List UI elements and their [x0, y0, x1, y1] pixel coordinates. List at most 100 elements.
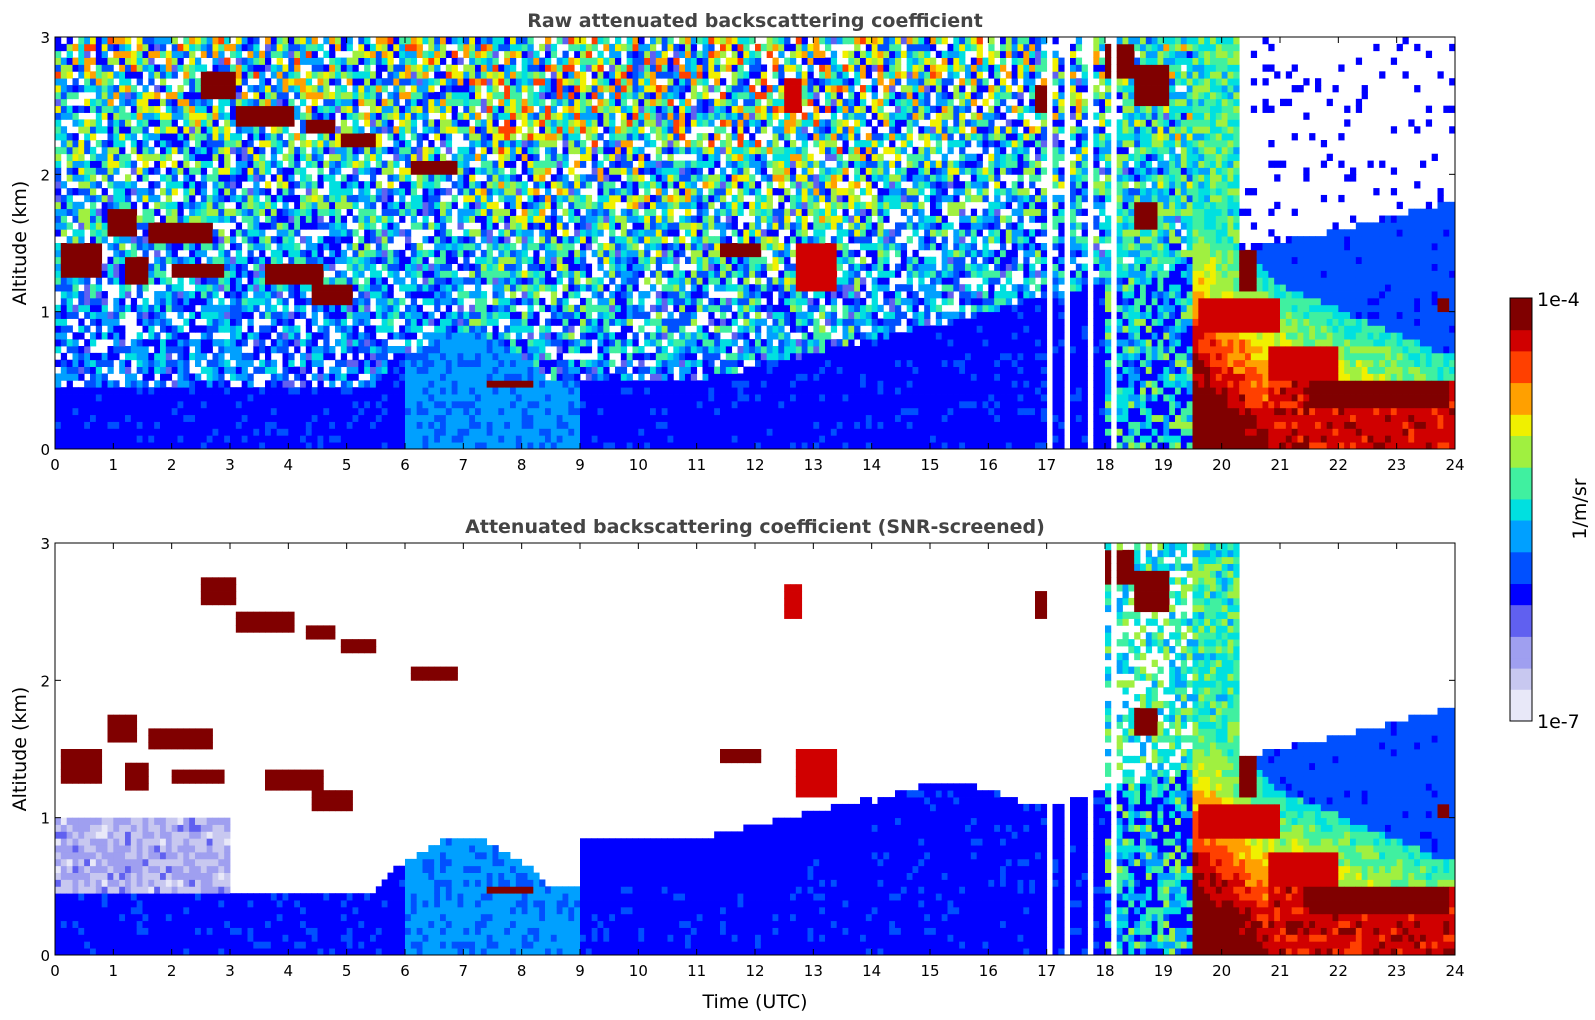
heatmap-cell [597, 428, 604, 436]
heatmap-cell [90, 85, 97, 93]
heatmap-cell [591, 435, 598, 443]
heatmap-cell [113, 57, 120, 65]
heatmap-cell [171, 394, 178, 402]
heatmap-cell [212, 277, 219, 285]
heatmap-cell [475, 400, 482, 409]
heatmap-cell [562, 421, 569, 429]
heatmap-cell [247, 325, 254, 333]
heatmap-cell [300, 37, 307, 45]
heatmap-cell [212, 71, 219, 79]
heatmap-cell [265, 380, 272, 388]
heatmap-cell [113, 318, 120, 326]
heatmap-cell [113, 222, 120, 230]
heatmap-cell [247, 126, 254, 134]
heatmap-cell [218, 339, 225, 347]
heatmap-cell [428, 428, 435, 436]
heatmap-cell [136, 263, 143, 271]
heatmap-cell [498, 133, 505, 141]
heatmap-cell [253, 421, 260, 429]
heatmap-cell [329, 37, 336, 45]
heatmap-cell [329, 366, 336, 374]
heatmap-cell [393, 105, 400, 113]
heatmap-cell [445, 277, 453, 285]
heatmap-cell [311, 400, 318, 409]
heatmap-cell [247, 442, 254, 450]
heatmap-cell [533, 284, 540, 292]
heatmap-cell [160, 215, 167, 223]
heatmap-cell [142, 126, 149, 134]
heatmap-cell [90, 387, 97, 395]
heatmap-cell [364, 194, 371, 203]
heatmap-cell [475, 229, 482, 237]
heatmap-cell [60, 208, 68, 216]
heatmap-cell [317, 346, 324, 354]
heatmap-cell [206, 153, 213, 161]
heatmap-cell [434, 435, 441, 443]
heatmap-cell [259, 400, 266, 409]
heatmap-cell [247, 414, 254, 422]
heatmap-cell [195, 442, 202, 450]
heatmap-cell [247, 380, 254, 388]
heatmap-cell [189, 318, 196, 326]
heatmap-cell [195, 400, 202, 409]
heatmap-cell [399, 435, 406, 443]
heatmap-cell [276, 146, 283, 155]
heatmap-cell [305, 57, 313, 65]
heatmap-cell [113, 435, 120, 443]
heatmap-cell [375, 366, 383, 374]
heatmap-cell [504, 236, 511, 244]
heatmap-cell [370, 71, 377, 79]
heatmap-cell [200, 194, 208, 203]
heatmap-cell [148, 318, 155, 326]
heatmap-cell [492, 160, 499, 168]
heatmap-cell [165, 407, 173, 416]
heatmap-cell [165, 57, 173, 65]
heatmap-cell [259, 50, 266, 58]
heatmap-cell [230, 366, 237, 374]
heatmap-cell [235, 91, 243, 100]
heatmap-cell [148, 119, 155, 127]
heatmap-cell [218, 43, 225, 52]
heatmap-cell [212, 208, 219, 216]
heatmap-cell [130, 167, 138, 175]
heatmap-cell [463, 181, 470, 189]
heatmap-cell [230, 277, 237, 285]
heatmap-cell [358, 256, 365, 264]
heatmap-cell [305, 43, 313, 52]
heatmap-cell [317, 64, 324, 72]
heatmap-cell [300, 297, 307, 306]
heatmap-cell [270, 85, 278, 93]
heatmap-cell [136, 387, 143, 395]
heatmap-cell [440, 140, 447, 148]
heatmap-cell [183, 105, 190, 113]
heatmap-cell [247, 249, 254, 258]
heatmap-cell [422, 201, 429, 210]
heatmap-cell [282, 112, 289, 120]
heatmap-cell [171, 359, 178, 367]
heatmap-cell [95, 297, 103, 306]
heatmap-cell [148, 428, 155, 436]
heatmap-cell [510, 400, 517, 409]
heatmap-cell [113, 119, 120, 127]
heatmap-cell [241, 339, 248, 347]
heatmap-cell [72, 57, 79, 65]
heatmap-cell [445, 78, 453, 86]
heatmap-cell [311, 428, 318, 436]
heatmap-cell [125, 435, 132, 443]
heatmap-cell [457, 181, 464, 189]
heatmap-cell [504, 208, 511, 216]
heatmap-cell [574, 311, 581, 319]
heatmap-cell [527, 126, 534, 134]
heatmap-cell [282, 126, 289, 134]
heatmap-cell [527, 174, 534, 182]
heatmap-cell [311, 373, 318, 381]
heatmap-cell [609, 311, 616, 319]
heatmap-cell [136, 346, 143, 354]
heatmap-cell [212, 304, 219, 313]
heatmap-cell [422, 332, 429, 340]
heatmap-cell [609, 126, 616, 134]
heatmap-cell [521, 352, 528, 361]
heatmap-cell [311, 332, 318, 340]
heatmap-cell [393, 421, 400, 429]
heatmap-cell [206, 421, 213, 429]
